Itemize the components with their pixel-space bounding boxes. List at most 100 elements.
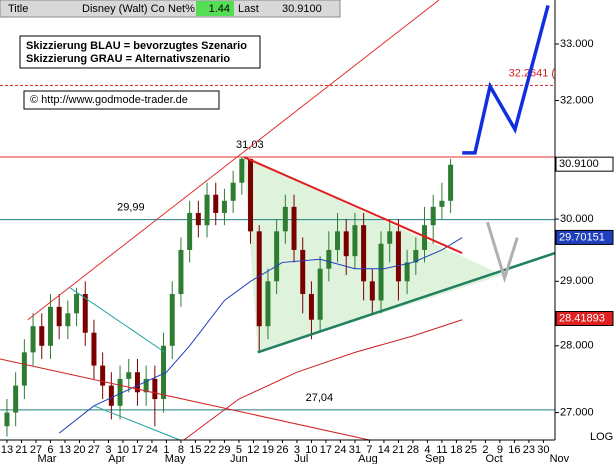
candle-body [395,231,401,282]
x-tick-label: 9 [497,444,503,456]
x-tick-label: 2 [482,444,488,456]
header: Title Disney (Walt) Co Net% 1.44 Last 30… [0,0,341,18]
trend-line [69,287,166,353]
candle-body [265,281,271,327]
x-tick-label: 12 [247,444,259,456]
level-label: 27,04 [306,392,334,404]
y-tick-label: 29.000 [560,275,594,287]
candle-body [161,345,167,400]
candle-body [352,225,358,257]
candle-body [256,231,262,327]
trend-line [27,0,440,321]
candle-body [413,249,419,263]
x-tick-label: 31 [349,444,361,456]
candle-body [82,294,88,333]
candle-body [387,231,393,244]
x-tick-label: 1 [163,444,169,456]
x-tick-label: 6 [47,444,53,456]
x-tick-label: 10 [117,444,129,456]
price-tag [555,311,614,327]
x-tick-label: 18 [450,444,462,456]
header-cell: Disney (Walt) Co [82,3,165,15]
candle-body [343,231,349,257]
month-label: Apr [108,453,125,464]
trend-line [257,251,556,354]
x-tick-label: 21 [15,444,27,456]
x-tick-label: 3 [105,444,111,456]
candle-body [134,372,140,393]
candle-body [291,206,297,250]
candle-body [439,200,445,207]
x-tick-label: 4 [424,444,430,456]
trend-line [58,237,463,434]
legend-box [19,35,261,69]
y-tick-label: 27.000 [560,406,594,418]
trend-line [462,4,550,155]
price-tag-label: 29.70151 [559,231,605,243]
candle-body [404,262,410,282]
header-bar [0,0,341,18]
x-tick-label: 11 [436,444,447,456]
x-tick-label: 17 [320,444,332,456]
candle-body [448,164,454,201]
candle-body [335,231,341,250]
candle-body [274,231,280,282]
legend-text: Skizzierung BLAU = bevorzugtes Szenario [26,40,247,52]
x-tick-label: 7 [366,444,372,456]
candle-body [430,206,436,226]
candle-body [126,372,132,379]
candle-body [108,385,114,406]
y-tick-label: 33.000 [560,38,594,50]
candle-body [248,158,254,232]
trend-line [243,156,463,254]
candle-body [230,182,236,201]
header-cell: Last [238,3,259,15]
candle-body [378,243,384,301]
source-text: © http://www.godmode-trader.de [30,94,188,106]
candle-body [282,206,288,232]
candle-body [13,385,19,413]
candle-body [143,378,149,393]
x-tick-label: 24 [334,444,346,456]
x-tick-label: 3 [294,444,300,456]
x-tick-label: 8 [178,444,184,456]
candle-body [300,249,306,295]
x-tick-label: 23 [523,444,535,456]
x-tick-label: 19 [262,444,274,456]
candle-body [152,378,158,400]
candle-body [169,294,175,346]
scale-label: LOG [590,431,613,443]
level-label: 31,03 [236,139,264,151]
price-tag-label: 30.9100 [559,158,599,170]
candle-body [47,306,53,346]
candle-body [30,326,36,353]
candle-body [4,412,10,427]
x-tick-label: 10 [305,444,317,456]
x-tick-label: 30 [537,444,549,456]
x-tick-label: 27 [88,444,100,456]
x-tick-label: 21 [392,444,404,456]
candle-body [361,225,367,282]
y-tick-label: 32.000 [560,94,594,106]
month-label: Nov [550,453,570,464]
x-tick-label: 24 [146,444,158,456]
x-tick-label: 5 [236,444,242,456]
level-label: 29,99 [117,202,145,214]
header-cell: 1.44 [209,3,230,15]
candle-body [221,200,227,213]
trend-line [486,221,519,284]
price-tag [555,156,614,172]
x-tick-label: 16 [508,444,520,456]
trend-line [183,319,463,441]
x-tick-label: 28 [407,444,419,456]
legend-text: Skizzierung GRAU = Alternativszenario [26,53,230,65]
candle-body [74,294,80,314]
x-tick-label: 20 [73,444,85,456]
candle-body [56,306,62,327]
x-tick-label: 27 [30,444,42,456]
month-label: Sep [425,453,445,464]
candle-body [21,352,27,386]
x-tick-label: 25 [465,444,477,456]
